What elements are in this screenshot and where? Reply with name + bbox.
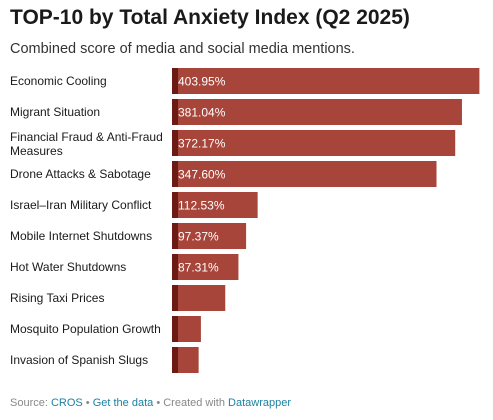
- value-label: 347.60%: [178, 168, 226, 182]
- bar-base-segment: [172, 316, 178, 342]
- category-label: Israel–Iran Military Conflict: [10, 198, 152, 212]
- category-label: Economic Cooling: [10, 74, 107, 88]
- bar-chart: Economic Cooling 403.95% Migrant Situation…: [10, 68, 480, 373]
- category-label: Mosquito Population Growth: [10, 322, 161, 336]
- category-label: Mobile Internet Shutdowns: [10, 229, 152, 243]
- value-label: 381.04%: [178, 106, 226, 120]
- source-prefix: Source:: [10, 397, 51, 409]
- bar: [172, 254, 239, 280]
- bar-base-segment: [172, 223, 178, 249]
- value-label: 112.53%: [178, 199, 225, 213]
- bar-base-segment: [172, 347, 178, 373]
- bar: [172, 99, 462, 125]
- bar-base-segment: [172, 192, 178, 218]
- get-data-link[interactable]: Get the data: [92, 397, 154, 409]
- category-label: Drone Attacks & Sabotage: [10, 167, 151, 181]
- category-label: Financial Fraud & Anti-Fraud Measures: [10, 130, 163, 158]
- datawrapper-link[interactable]: Datawrapper: [228, 397, 292, 409]
- bar-base-segment: [172, 68, 178, 94]
- category-label: Rising Taxi Prices: [10, 291, 104, 305]
- value-label: 97.37%: [178, 230, 219, 244]
- bar-base-segment: [172, 285, 178, 311]
- category-label: Invasion of Spanish Slugs: [10, 353, 148, 367]
- bar: [172, 161, 437, 187]
- source-link[interactable]: CROS: [50, 397, 83, 409]
- bar-base-segment: [172, 130, 178, 156]
- category-label: Migrant Situation: [10, 105, 100, 119]
- value-label: 372.17%: [178, 137, 226, 151]
- bar: [172, 223, 247, 249]
- category-label: Hot Water Shutdowns: [10, 260, 126, 274]
- bar: [172, 285, 226, 311]
- bar-base-segment: [172, 161, 178, 187]
- bar: [172, 192, 258, 218]
- footer-separator: •: [82, 397, 93, 409]
- value-label: 87.31%: [178, 261, 219, 275]
- chart-footer: Source: CROS • Get the data • Created wi…: [10, 397, 291, 409]
- chart-title: TOP-10 by Total Anxiety Index (Q2 2025): [10, 6, 410, 29]
- chart-subtitle: Combined score of media and social media…: [10, 41, 355, 57]
- bar: [172, 68, 480, 94]
- created-with-text: • Created with: [153, 397, 229, 409]
- value-label: 403.95%: [178, 75, 226, 89]
- bar: [172, 130, 456, 156]
- bar-base-segment: [172, 99, 178, 125]
- bar-base-segment: [172, 254, 178, 280]
